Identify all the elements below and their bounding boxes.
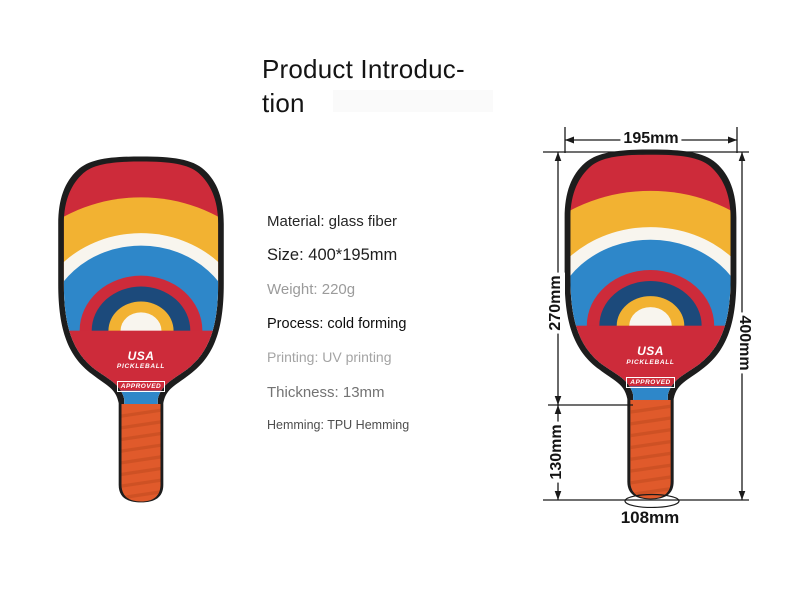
dimension-lines [543, 127, 749, 509]
dimension-face-height-label: 270mm [547, 272, 565, 334]
page-title: Product Introduc- tion [262, 52, 522, 120]
paddle-photo-left: USA PICKLEBALL APPROVED [48, 154, 234, 504]
paddle-illustration [58, 156, 224, 503]
grip-circumference-ellipse [624, 493, 680, 509]
paddle-illustration [564, 149, 737, 500]
spec-weight: Weight: 220g [267, 281, 356, 298]
paddle-logo-usa: USA [127, 348, 155, 363]
spec-process: Process: cold forming [267, 316, 407, 332]
paddle-logo-approved: APPROVED [626, 376, 675, 388]
spec-thickness: Thickness: 13mm [267, 384, 385, 401]
paddle-logo-approved-box: APPROVED [554, 371, 747, 389]
spec-hemming: Hemming: TPU Hemming [267, 418, 410, 432]
paddle-photo-right: USA PICKLEBALL APPROVED [554, 147, 747, 501]
paddle-logo-approved: APPROVED [116, 381, 166, 393]
paddle-logo-pickleball: PICKLEBALL [626, 358, 675, 366]
page-title-line2: tion [262, 88, 305, 118]
dimension-grip-width-label: 108mm [617, 508, 683, 528]
spec-material: Material: glass fiber [267, 213, 398, 230]
spec-printing: Printing: UV printing [267, 349, 392, 365]
paddle-grip [630, 399, 671, 499]
spec-size: Size: 400*195mm [267, 246, 398, 264]
paddle-logo: USA PICKLEBALL APPROVED [554, 147, 747, 501]
faded-watermark [333, 90, 493, 112]
page-title-line1: Product Introduc- [262, 54, 465, 84]
paddle-logo-approved-box: APPROVED [48, 375, 234, 393]
dimension-handle-height-label: 130mm [548, 421, 566, 483]
paddle-logo: USA PICKLEBALL APPROVED [48, 154, 234, 504]
dimension-width-label: 195mm [620, 130, 682, 148]
dimension-total-height-label: 400mm [735, 312, 753, 374]
paddle-logo-pickleball: PICKLEBALL [116, 363, 166, 371]
paddle-grip [121, 404, 161, 502]
paddle-logo-usa: USA [637, 343, 664, 358]
